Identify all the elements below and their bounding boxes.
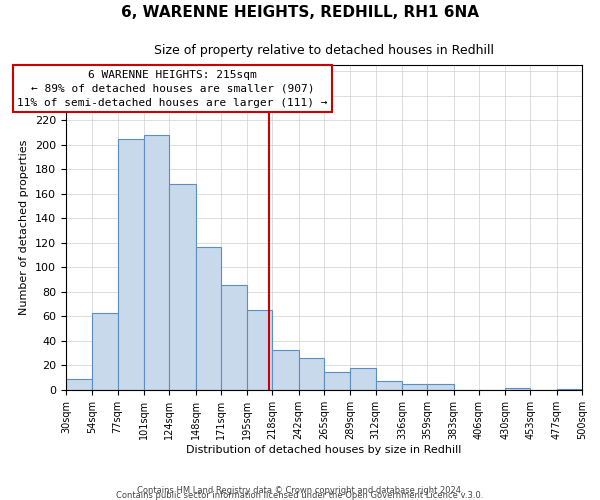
Bar (118, 138, 144, 390)
Bar (350, 368, 376, 390)
X-axis label: Distribution of detached houses by size in Redhill: Distribution of detached houses by size … (187, 444, 461, 454)
Bar (272, 350, 299, 390)
Text: 6 WARENNE HEIGHTS: 215sqm
← 89% of detached houses are smaller (907)
11% of semi: 6 WARENNE HEIGHTS: 215sqm ← 89% of detac… (17, 70, 328, 108)
Bar (299, 358, 324, 390)
Text: Contains HM Land Registry data © Crown copyright and database right 2024.: Contains HM Land Registry data © Crown c… (137, 486, 463, 495)
Bar (324, 372, 350, 390)
Bar (66, 379, 92, 390)
Bar (144, 135, 169, 390)
Bar (196, 246, 221, 390)
Bar (221, 284, 247, 390)
Y-axis label: Number of detached properties: Number of detached properties (19, 140, 29, 315)
Text: 6, WARENNE HEIGHTS, REDHILL, RH1 6NA: 6, WARENNE HEIGHTS, REDHILL, RH1 6NA (121, 5, 479, 20)
Bar (505, 388, 530, 390)
Text: Contains public sector information licensed under the Open Government Licence v.: Contains public sector information licen… (116, 491, 484, 500)
Bar (247, 310, 272, 390)
Bar (376, 382, 402, 390)
Bar (402, 384, 427, 390)
Bar (92, 312, 118, 390)
Bar (557, 389, 582, 390)
Title: Size of property relative to detached houses in Redhill: Size of property relative to detached ho… (154, 44, 494, 58)
Bar (169, 184, 196, 390)
Bar (427, 384, 454, 390)
